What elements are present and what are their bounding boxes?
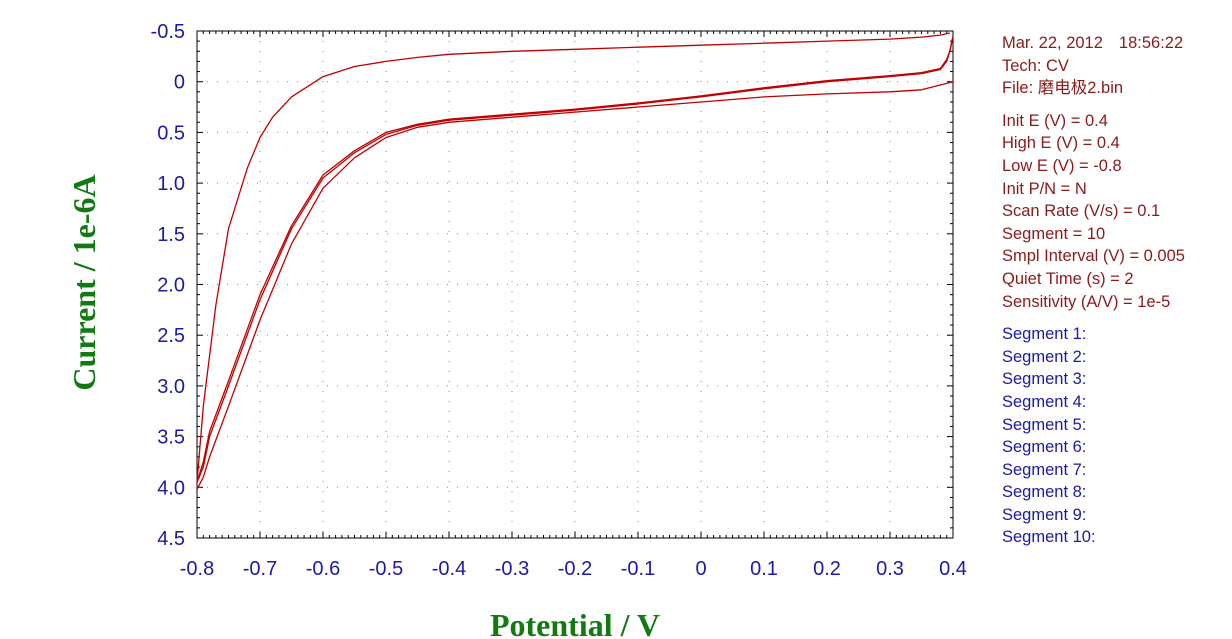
parameter-line: Low E (V) = -0.8 — [1002, 156, 1122, 175]
run-time: 18:56:22 — [1118, 34, 1184, 52]
x-tick-label: 0 — [695, 558, 706, 580]
parameter-line: Init E (V) = 0.4 — [1002, 111, 1108, 130]
x-tick-label: -0.7 — [243, 558, 277, 580]
cv-curve-lower-branch-cycle-3 — [196, 81, 954, 490]
y-tick-label: 3.5 — [157, 427, 185, 449]
file-name-label: File: 磨电极2.bin — [1002, 79, 1124, 98]
axis-ticks — [196, 30, 954, 539]
x-axis-title: Potential / V — [490, 607, 660, 639]
y-tick-labels: -0.5 0 0.5 1.0 1.5 2.0 2.5 3.0 3.5 4.0 4.5 — [151, 21, 185, 550]
x-tick-label: 0.4 — [939, 558, 967, 580]
y-tick-label: 1.0 — [157, 173, 185, 195]
segment-line: Segment 8: — [1002, 483, 1087, 502]
parameter-line: Quiet Time (s) = 2 — [1002, 269, 1134, 288]
x-tick-label: 0.2 — [813, 558, 841, 580]
y-tick-label: 2.5 — [157, 325, 185, 347]
data-series — [196, 32, 954, 490]
y-axis-title: Current / 1e-6A — [66, 174, 102, 390]
segment-line: Segment 1: — [1002, 325, 1087, 344]
x-tick-label: -0.1 — [621, 558, 655, 580]
y-tick-label: 3.0 — [157, 376, 185, 398]
x-tick-label: -0.2 — [558, 558, 592, 580]
cv-curve-upper-branch — [196, 32, 950, 483]
parameter-line: Sensitivity (A/V) = 1e-5 — [1002, 292, 1171, 311]
parameter-line: Segment = 10 — [1002, 224, 1106, 243]
segment-line: Segment 4: — [1002, 392, 1087, 411]
parameter-line: Smpl Interval (V) = 0.005 — [1002, 247, 1185, 266]
segment-line: Segment 2: — [1002, 347, 1087, 366]
experiment-info-panel: Mar. 22, 2012 18:56:22 Tech: CV File: 磨电… — [1002, 32, 1227, 549]
x-tick-label: -0.6 — [306, 558, 340, 580]
x-tick-label: -0.3 — [495, 558, 529, 580]
y-tick-label: 4.0 — [157, 477, 185, 499]
parameter-list: Init E (V) = 0.4 High E (V) = 0.4 Low E (V… — [1002, 110, 1227, 313]
cv-curve-lower-branch-cycle-2 — [196, 35, 954, 483]
y-tick-label: 4.5 — [157, 528, 185, 550]
x-tick-label: -0.8 — [180, 558, 214, 580]
segment-line: Segment 5: — [1002, 415, 1087, 434]
parameter-line: Init P/N = N — [1002, 179, 1087, 198]
run-date: Mar. 22, 2012 — [1002, 34, 1103, 52]
parameter-line: High E (V) = 0.4 — [1002, 134, 1120, 153]
y-tick-label: 2.0 — [157, 275, 185, 297]
segment-line: Segment 6: — [1002, 438, 1087, 457]
technique-label: Tech: CV — [1002, 56, 1069, 75]
timestamp-line: Mar. 22, 2012 18:56:22 — [1002, 32, 1227, 55]
segment-list: Segment 1: Segment 2: Segment 3: Segment 4:… — [1002, 323, 1227, 549]
cv-curve-lower-branch-cycle-1 — [196, 35, 954, 483]
y-tick-label: 0 — [174, 72, 185, 94]
segment-line: Segment 10: — [1002, 528, 1096, 547]
x-tick-label: 0.1 — [750, 558, 778, 580]
y-tick-label: 0.5 — [157, 122, 185, 144]
grid-lines — [197, 31, 953, 538]
y-tick-label: 1.5 — [157, 224, 185, 246]
x-tick-labels: -0.8 -0.7 -0.6 -0.5 -0.4 -0.3 -0.2 -0.1 0 0.1 0.2 0… — [180, 558, 967, 580]
segment-line: Segment 3: — [1002, 370, 1087, 389]
y-tick-label: -0.5 — [151, 21, 185, 43]
x-tick-label: -0.4 — [432, 558, 466, 580]
x-tick-label: 0.3 — [876, 558, 904, 580]
segment-line: Segment 7: — [1002, 460, 1087, 479]
x-tick-label: -0.5 — [369, 558, 403, 580]
segment-line: Segment 9: — [1002, 505, 1087, 524]
parameter-line: Scan Rate (V/s) = 0.1 — [1002, 202, 1161, 221]
